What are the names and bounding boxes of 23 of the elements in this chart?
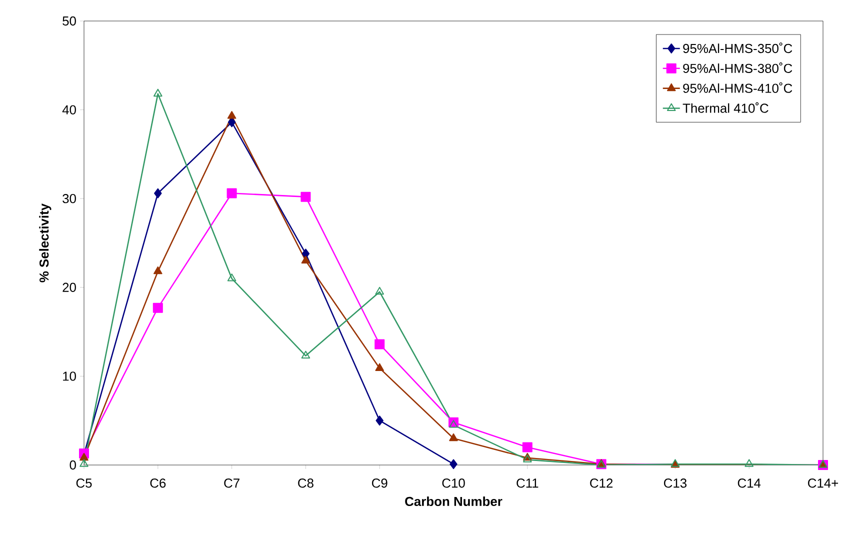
- y-tick-label: 30: [62, 194, 76, 204]
- y-tick-label: 40: [62, 105, 76, 114]
- x-tick-label: C10: [442, 478, 465, 488]
- y-tick-label: 0: [70, 460, 76, 470]
- x-tick-label: C14: [738, 478, 761, 488]
- y-tick-label: 10: [63, 372, 76, 381]
- y-axis-title: % Selectivity: [39, 203, 52, 282]
- x-tick-label: C14+: [808, 478, 838, 488]
- y-tick-label: 50: [62, 16, 76, 26]
- legend-label: 95%Al-HMS-410˚C: [683, 82, 792, 93]
- legend-label: 95%Al-HMS-380˚C: [683, 62, 792, 73]
- legend-label: 95%Al-HMS-350˚C: [683, 42, 792, 54]
- x-tick-label: C13: [664, 478, 687, 488]
- legend-label: Thermal 410˚C: [682, 102, 768, 113]
- x-tick-label: C5: [76, 478, 92, 488]
- x-tick-label: C8: [298, 478, 314, 488]
- x-tick-label: C7: [224, 478, 240, 488]
- x-tick-label: C6: [150, 478, 166, 488]
- x-tick-label: C12: [590, 478, 613, 488]
- x-tick-label: C11: [516, 478, 538, 488]
- y-tick-label: 20: [62, 282, 76, 292]
- x-axis-title: Carbon Number: [405, 496, 502, 506]
- x-tick-label: C9: [372, 478, 388, 488]
